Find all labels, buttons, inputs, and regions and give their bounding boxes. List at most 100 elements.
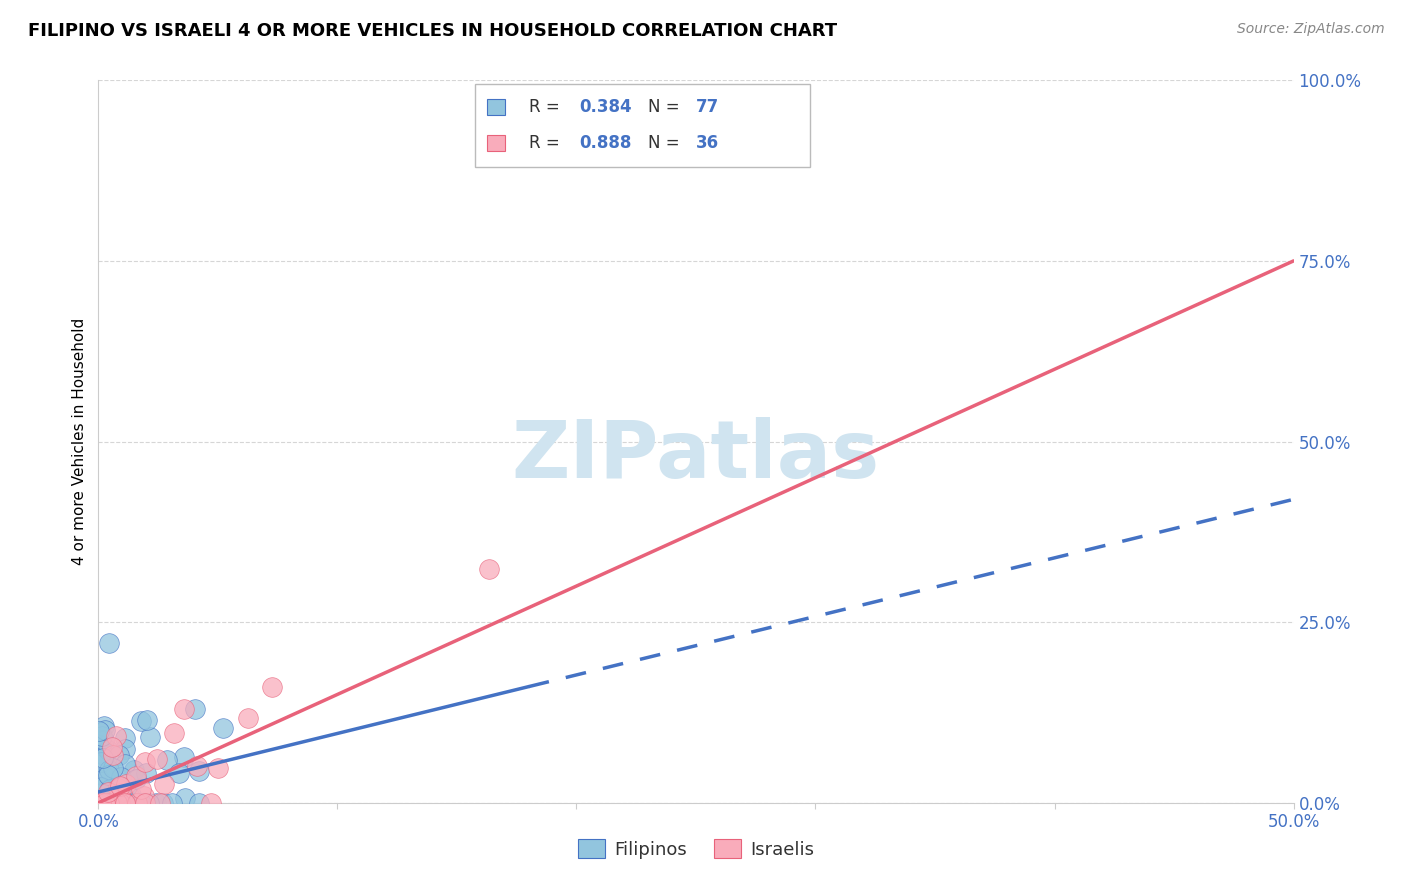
Point <box>114 796 136 810</box>
Point <box>138 730 160 744</box>
Point <box>184 702 207 716</box>
Point <box>114 796 136 810</box>
Point <box>93 733 115 747</box>
Point <box>129 782 152 797</box>
Point <box>89 796 111 810</box>
Point <box>93 796 115 810</box>
Point <box>152 796 174 810</box>
Point <box>207 761 229 775</box>
Point <box>96 796 118 810</box>
Point <box>200 796 222 810</box>
Point <box>104 796 127 810</box>
Text: 0.384: 0.384 <box>579 98 631 116</box>
Point <box>89 773 111 788</box>
Point <box>122 764 145 778</box>
Point <box>114 731 136 745</box>
Y-axis label: 4 or more Vehicles in Household: 4 or more Vehicles in Household <box>72 318 87 566</box>
Point <box>104 796 127 810</box>
Point <box>211 721 233 735</box>
Point <box>115 777 138 791</box>
Point <box>145 752 167 766</box>
Point <box>135 765 157 780</box>
Point <box>260 680 283 694</box>
Point <box>97 743 120 757</box>
Point <box>114 742 136 756</box>
Point <box>163 726 186 740</box>
Text: R =: R = <box>529 98 565 116</box>
Point <box>173 702 195 716</box>
Point <box>98 763 121 777</box>
Text: Source: ZipAtlas.com: Source: ZipAtlas.com <box>1237 22 1385 37</box>
Point <box>100 796 122 810</box>
Text: 36: 36 <box>696 134 718 153</box>
Point <box>93 769 115 783</box>
Text: ZIPatlas: ZIPatlas <box>512 417 880 495</box>
Point <box>134 796 156 810</box>
Point <box>110 770 132 784</box>
Point <box>149 796 172 810</box>
Point <box>98 796 121 810</box>
Point <box>173 790 195 805</box>
Point <box>87 796 110 810</box>
Point <box>108 796 131 810</box>
Text: N =: N = <box>648 134 685 153</box>
Point <box>135 713 157 727</box>
Point <box>108 779 131 793</box>
Point <box>96 794 118 808</box>
Point <box>104 729 127 743</box>
Point <box>129 796 152 810</box>
Point <box>94 748 117 763</box>
Text: 77: 77 <box>696 98 720 116</box>
Point <box>101 790 124 805</box>
Point <box>112 788 135 802</box>
Point <box>114 796 136 810</box>
Point <box>94 796 117 810</box>
Point <box>87 724 110 739</box>
Point <box>97 636 120 650</box>
Point <box>97 768 120 782</box>
Point <box>101 761 124 775</box>
Point <box>90 755 112 769</box>
Point <box>98 796 121 810</box>
Text: 0.888: 0.888 <box>579 134 631 153</box>
Point <box>101 748 124 763</box>
Point <box>96 785 118 799</box>
Point <box>94 723 117 738</box>
Point <box>114 756 136 771</box>
Point <box>107 780 129 795</box>
Point <box>121 788 143 802</box>
Point <box>129 796 152 810</box>
Point <box>89 733 111 747</box>
Point <box>94 796 117 810</box>
Point <box>104 796 127 810</box>
Point <box>187 764 209 778</box>
Point <box>173 750 195 764</box>
Point <box>105 796 128 810</box>
Point <box>156 753 179 767</box>
Point <box>145 796 167 810</box>
FancyBboxPatch shape <box>486 136 505 151</box>
Point <box>134 755 156 769</box>
Point <box>89 796 111 810</box>
FancyBboxPatch shape <box>475 84 810 167</box>
Point <box>107 793 129 807</box>
Point <box>110 780 132 794</box>
Point <box>94 796 117 810</box>
Point <box>90 796 112 810</box>
Point <box>153 777 176 791</box>
Point <box>114 796 136 810</box>
Point <box>91 729 114 743</box>
Point <box>129 714 152 728</box>
Point <box>91 739 114 753</box>
Point <box>97 785 120 799</box>
Point <box>98 782 121 797</box>
Point <box>90 796 112 810</box>
Point <box>100 780 122 795</box>
Point <box>236 711 259 725</box>
Point <box>91 750 114 764</box>
Point <box>91 796 114 810</box>
Point <box>97 796 120 810</box>
Point <box>118 789 141 804</box>
Point <box>478 562 501 576</box>
Legend: Filipinos, Israelis: Filipinos, Israelis <box>571 832 821 866</box>
